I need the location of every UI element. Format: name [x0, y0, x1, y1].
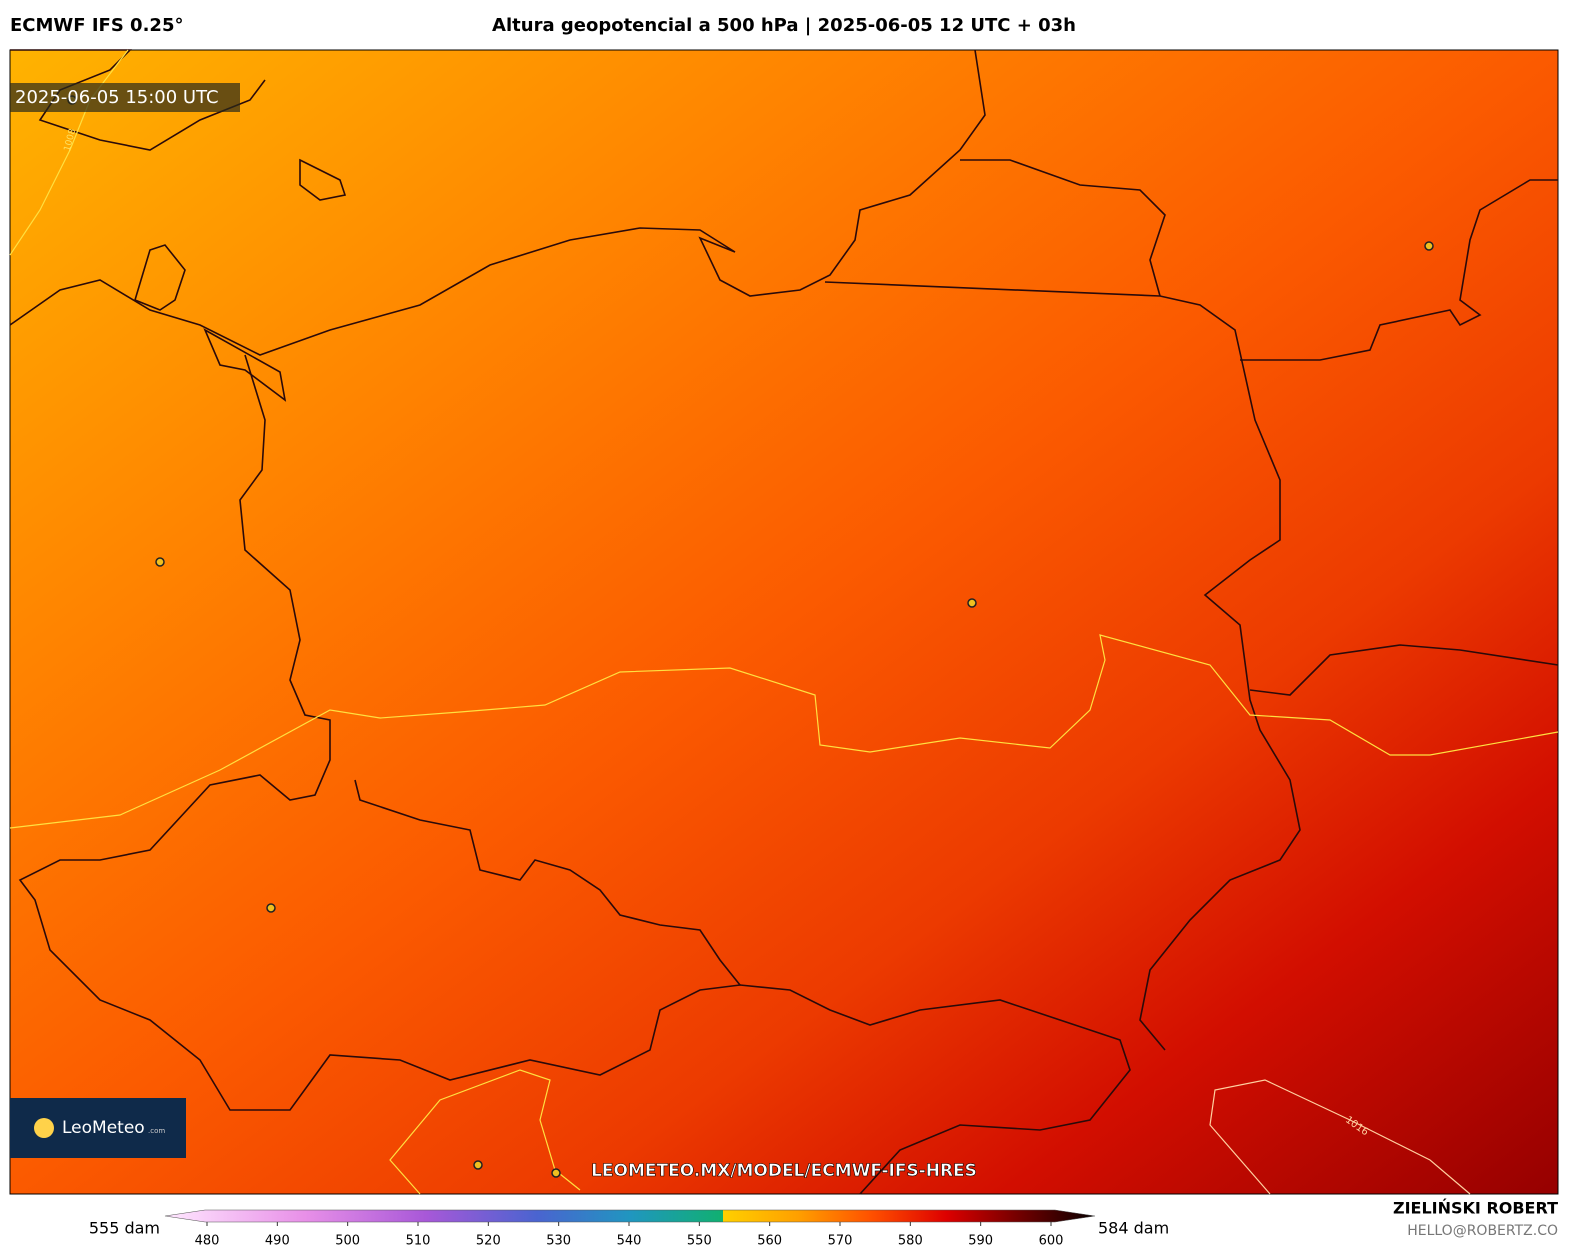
tick-label: 600	[1039, 1234, 1064, 1249]
tick-label: 490	[265, 1234, 290, 1249]
colorbar-ticks: 480 490 500 510 520 530 540 550 560 570 580 590 600	[195, 1222, 1064, 1249]
colorbar-min-label: 555 dam	[89, 1219, 160, 1238]
tick-label: 510	[406, 1234, 431, 1249]
colorbar	[164, 1209, 1096, 1223]
author: ZIELIŃSKI ROBERT	[1393, 1199, 1558, 1218]
tick-label: 560	[757, 1234, 782, 1249]
tick-label: 480	[195, 1234, 220, 1249]
logo-sun	[34, 1118, 54, 1138]
colorbar-max-label: 584 dam	[1098, 1219, 1169, 1238]
tick-label: 530	[546, 1234, 571, 1249]
logo-text: LeoMeteo	[62, 1118, 145, 1138]
timestamp: 2025-06-05 15:00 UTC	[15, 87, 219, 108]
tick-label: 580	[898, 1234, 923, 1249]
tick-label: 590	[968, 1234, 993, 1249]
tick-label: 520	[476, 1234, 501, 1249]
model-name: ECMWF IFS 0.25°	[10, 15, 183, 36]
email: HELLO@ROBERTZ.CO	[1407, 1223, 1558, 1239]
tick-label: 570	[828, 1234, 853, 1249]
map-title: Altura geopotencial a 500 hPa | 2025-06-…	[492, 15, 1076, 36]
timestamp-box	[10, 83, 240, 112]
source-url: LEOMETEO.MX/MODEL/ECMWF-IFS-HRES	[591, 1161, 977, 1181]
tick-label: 550	[687, 1234, 712, 1249]
tick-label: 500	[335, 1234, 360, 1249]
map-area	[9, 49, 1559, 1195]
tick-label: 540	[617, 1234, 642, 1249]
logo-suffix: .com	[148, 1127, 165, 1135]
